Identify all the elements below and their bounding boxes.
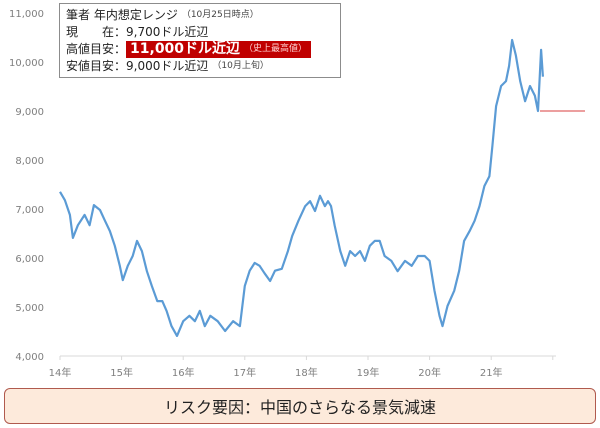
high-label: 高値目安： — [66, 42, 127, 56]
risk-factor-banner: リスク要因：中国のさらなる景気減速 — [4, 388, 596, 424]
y-tick-label: 10,000 — [9, 58, 44, 69]
high-note: （史上最高値） — [244, 44, 308, 54]
x-tick-label: 18年 — [295, 366, 318, 379]
current-value: 9,700ドル近辺 — [126, 25, 209, 39]
x-tick-label: 15年 — [110, 366, 133, 379]
x-tick-label: 14年 — [49, 366, 72, 379]
y-tick-label: 11,000 — [9, 9, 44, 20]
price-line — [59, 38, 544, 337]
x-tick-label: 20年 — [418, 366, 441, 379]
range-title-row: 筆者 年内想定レンジ （10月25日時点） — [66, 7, 334, 24]
y-axis-labels: 4,000 5,000 6,000 7,000 8,000 9,000 10,000 11,0… — [9, 9, 44, 363]
x-tick-label: 19年 — [357, 366, 380, 379]
range-title-note: （10月25日時点） — [181, 10, 259, 20]
risk-factor-text: リスク要因：中国のさらなる景気減速 — [163, 398, 436, 417]
low-value: 9,000ドル近辺 — [126, 59, 209, 73]
y-tick-label: 4,000 — [15, 352, 44, 363]
x-tick-label: 17年 — [233, 366, 256, 379]
y-tick-label: 6,000 — [15, 254, 44, 265]
high-row: 高値目安： 11,000ドル近辺 （史上最高値） — [66, 41, 334, 58]
x-axis-ticks — [59, 356, 554, 360]
low-label: 安値目安： — [66, 59, 127, 73]
current-row: 現 在： 9,700ドル近辺 — [66, 24, 334, 41]
current-label: 現 在： — [66, 25, 127, 39]
y-tick-label: 9,000 — [15, 107, 44, 118]
y-tick-label: 5,000 — [15, 303, 44, 314]
x-axis-labels: 14年 15年 16年 17年 18年 19年 20年 21年 — [49, 366, 503, 379]
low-row: 安値目安： 9,000ドル近辺 （10月上旬） — [66, 58, 334, 75]
x-tick-label: 21年 — [480, 366, 503, 379]
x-tick-label: 16年 — [172, 366, 195, 379]
low-note: （10月上旬） — [212, 61, 269, 71]
high-value: 11,000ドル近辺 — [130, 41, 241, 57]
forecast-range-box: 筆者 年内想定レンジ （10月25日時点） 現 在： 9,700ドル近辺 高値目… — [59, 3, 341, 78]
high-value-highlight: 11,000ドル近辺 （史上最高値） — [126, 41, 312, 58]
y-tick-label: 8,000 — [15, 156, 44, 167]
range-title: 筆者 年内想定レンジ — [66, 8, 178, 22]
y-tick-label: 7,000 — [15, 205, 44, 216]
